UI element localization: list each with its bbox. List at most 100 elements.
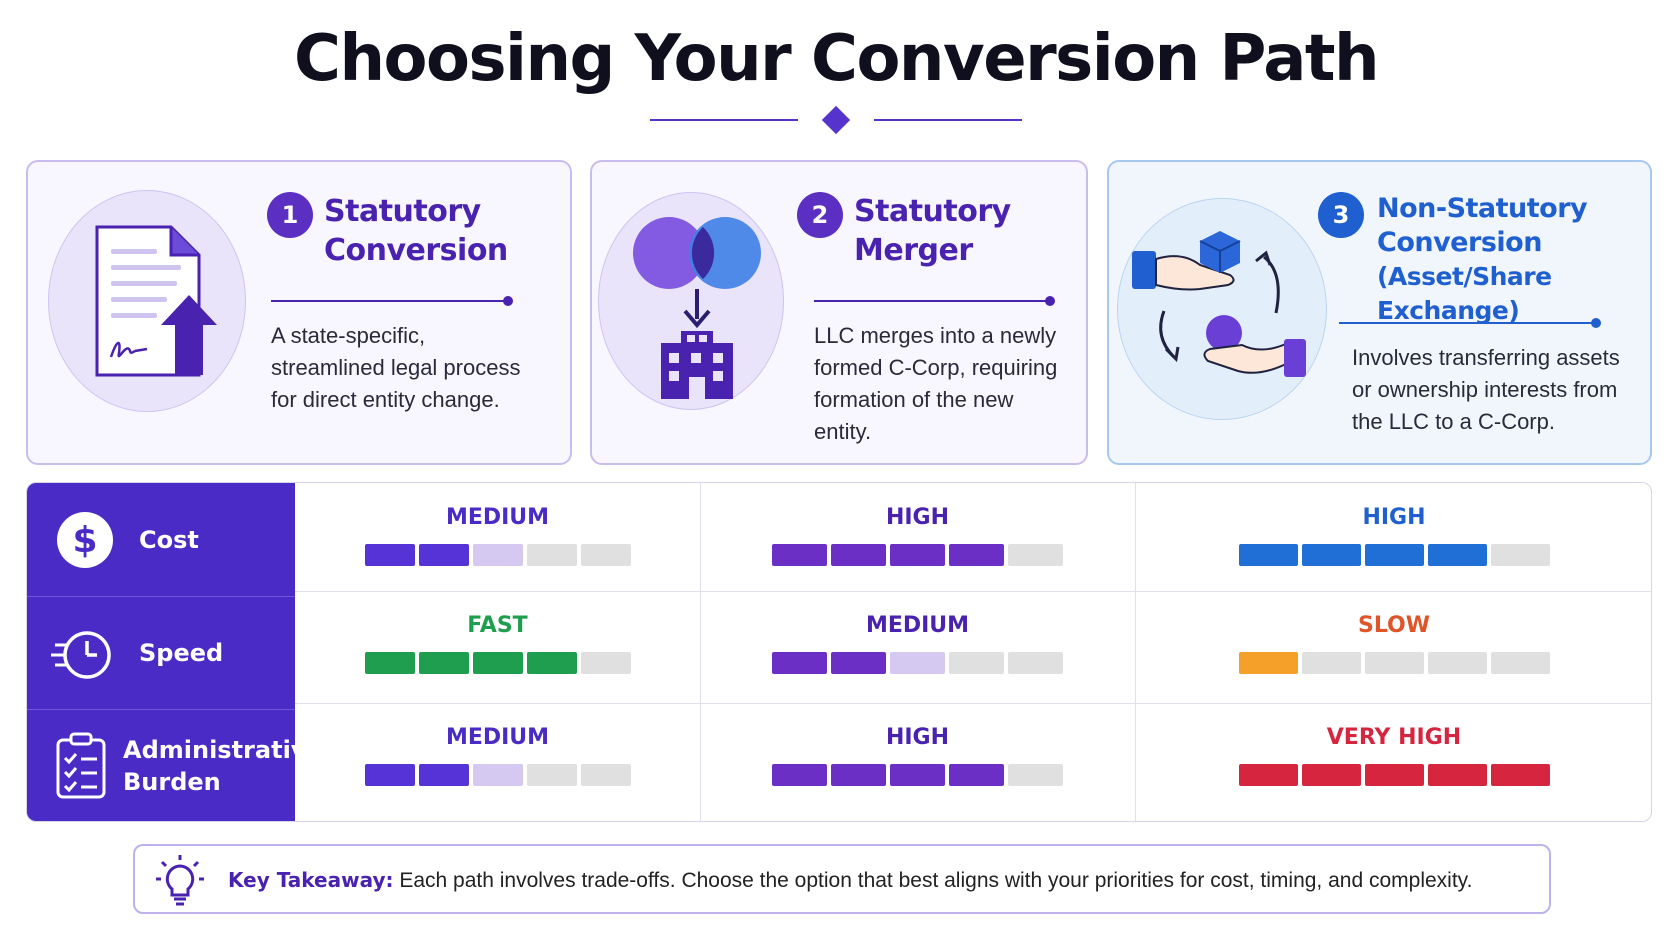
criteria-row-cost: $ Cost xyxy=(27,483,295,596)
svg-text:$: $ xyxy=(72,520,97,561)
key-takeaway-text: Key Takeaway: Each path involves trade-o… xyxy=(228,868,1472,893)
rating-segment xyxy=(831,544,886,566)
document-upload-icon xyxy=(48,190,246,412)
rating-segment xyxy=(364,652,415,674)
rating-segment xyxy=(472,764,523,786)
merge-building-icon xyxy=(598,192,784,410)
card-description: Involves transferring assets or ownershi… xyxy=(1352,345,1620,434)
rating-segment xyxy=(1008,764,1063,786)
card-description: A state-specific, streamlined legal proc… xyxy=(271,323,521,412)
lightbulb-icon xyxy=(156,855,204,906)
rating-meter xyxy=(364,544,631,566)
rating-segment xyxy=(1364,652,1424,674)
rating-segment xyxy=(418,544,469,566)
card-title-line2: Merger xyxy=(854,233,973,268)
stopwatch-icon xyxy=(51,631,111,679)
rating-segment xyxy=(890,544,945,566)
path-card-non-statutory-conversion: 3 Non-Statutory Conversion (Asset/Share … xyxy=(1107,160,1652,465)
card-title-line3: (Asset/Share Exchange) xyxy=(1377,262,1552,325)
rating-segment xyxy=(418,652,469,674)
step-number-badge: 2 xyxy=(797,192,843,238)
rating-segment xyxy=(1490,544,1550,566)
rating-segment xyxy=(1490,764,1550,786)
card-rule xyxy=(814,296,1055,306)
rating-segment xyxy=(949,652,1004,674)
rating-label: FAST xyxy=(467,613,528,638)
rating-segment xyxy=(580,544,631,566)
step-number-badge: 3 xyxy=(1318,192,1364,238)
rating-cell: HIGH xyxy=(700,483,1135,596)
criteria-label-line1: Administrative xyxy=(123,736,323,764)
criteria-label: Cost xyxy=(139,525,199,554)
hands-exchange-icon xyxy=(1117,198,1327,420)
rating-segment xyxy=(1301,764,1361,786)
comparison-table: $ Cost Speed Admini xyxy=(26,482,1652,822)
rating-segment xyxy=(831,652,886,674)
rating-segment xyxy=(1301,544,1361,566)
rating-meter xyxy=(772,544,1063,566)
rating-meter xyxy=(772,764,1063,786)
rating-label: MEDIUM xyxy=(445,725,550,750)
criteria-label: Speed xyxy=(139,639,224,667)
rating-segment xyxy=(1301,652,1361,674)
rating-cell: SLOW xyxy=(1135,591,1651,704)
rating-label: HIGH xyxy=(1362,505,1426,530)
rating-segment xyxy=(772,764,827,786)
rating-label: MEDIUM xyxy=(865,613,970,638)
rating-segment xyxy=(364,544,415,566)
rating-segment xyxy=(1364,764,1424,786)
card-rule xyxy=(1339,318,1601,328)
rating-meter xyxy=(772,652,1063,674)
rating-segment xyxy=(526,652,577,674)
rating-segment xyxy=(1008,652,1063,674)
rating-segment xyxy=(890,764,945,786)
rating-cell: HIGH xyxy=(1135,483,1651,596)
card-title: Statutory Merger xyxy=(854,192,1011,270)
key-takeaway-label: Key Takeaway: xyxy=(228,868,394,892)
rating-segment xyxy=(1008,544,1063,566)
rating-meter xyxy=(1238,544,1550,566)
rating-segment xyxy=(1427,652,1487,674)
path-card-statutory-merger: 2 Statutory Merger LLC merges into a new… xyxy=(590,160,1088,465)
criteria-label-line2: Burden xyxy=(123,768,221,796)
card-title-line1: Statutory xyxy=(854,194,1011,229)
rating-label: SLOW xyxy=(1357,613,1431,638)
rating-segment xyxy=(1238,652,1298,674)
rating-segment xyxy=(526,544,577,566)
criteria-column: $ Cost Speed Admini xyxy=(27,483,323,821)
rating-label: HIGH xyxy=(885,505,950,530)
rating-segment xyxy=(949,544,1004,566)
rating-cell: MEDIUM xyxy=(295,703,700,816)
rating-label: HIGH xyxy=(885,725,950,750)
card-title-line1: Non-Statutory xyxy=(1377,193,1588,224)
rating-meter xyxy=(1238,652,1550,674)
card-title: Statutory Conversion xyxy=(324,192,508,270)
rating-cell: HIGH xyxy=(700,703,1135,816)
card-description: LLC merges into a newly formed C-Corp, r… xyxy=(814,323,1058,444)
rating-segment xyxy=(580,652,631,674)
rating-label: MEDIUM xyxy=(445,505,550,530)
rating-meter xyxy=(1238,764,1550,786)
rating-segment xyxy=(1364,544,1424,566)
rating-segment xyxy=(772,544,827,566)
rating-label: VERY HIGH xyxy=(1326,725,1462,750)
card-title-line2: Conversion xyxy=(324,233,508,268)
rating-segment xyxy=(364,764,415,786)
rating-meter xyxy=(364,652,631,674)
rating-cell: FAST xyxy=(295,591,700,704)
dollar-icon: $ xyxy=(57,511,113,568)
rating-segment xyxy=(472,652,523,674)
key-takeaway-box: Key Takeaway: Each path involves trade-o… xyxy=(133,844,1551,914)
card-title: Non-Statutory Conversion (Asset/Share Ex… xyxy=(1377,192,1650,328)
rating-segment xyxy=(890,652,945,674)
key-takeaway-body: Each path involves trade-offs. Choose th… xyxy=(393,869,1473,892)
step-number-badge: 1 xyxy=(267,192,313,238)
diamond-icon xyxy=(821,105,851,135)
criteria-row-admin-burden: Administrative Burden xyxy=(27,709,323,821)
rating-segment xyxy=(1490,652,1550,674)
rating-segment xyxy=(526,764,577,786)
criteria-label: Administrative Burden xyxy=(123,734,323,798)
rating-segment xyxy=(1427,544,1487,566)
rating-segment xyxy=(418,764,469,786)
path-card-statutory-conversion: 1 Statutory Conversion A state-specific,… xyxy=(26,160,572,465)
